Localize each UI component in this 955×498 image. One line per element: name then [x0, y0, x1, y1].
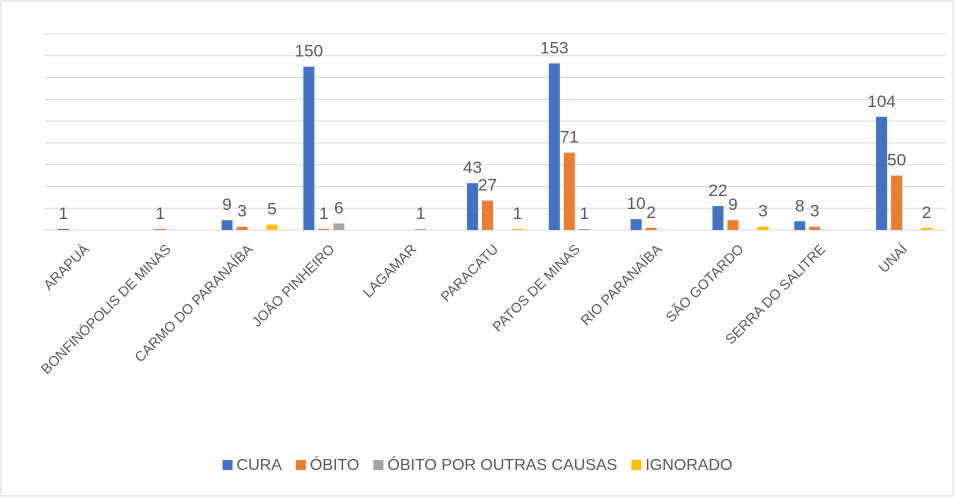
data-label: 3: [758, 202, 767, 221]
bar: [512, 228, 523, 230]
data-label: 10: [627, 194, 646, 213]
legend-label: ÓBITO POR OUTRAS CAUSAS: [387, 455, 617, 474]
bar: [876, 116, 888, 230]
data-label: 104: [867, 92, 895, 111]
data-label: 3: [237, 202, 246, 221]
data-label: 1: [416, 204, 425, 223]
legend-swatch: [631, 460, 642, 470]
bar: [333, 223, 345, 230]
data-label: 1: [155, 204, 164, 223]
data-label: 1: [59, 204, 68, 223]
data-label: 150: [295, 42, 323, 61]
data-label: 27: [478, 176, 497, 195]
bar: [467, 183, 478, 230]
data-label: 9: [222, 195, 231, 214]
bar: [303, 66, 315, 231]
bar: [154, 228, 166, 230]
bar: [891, 175, 903, 230]
bar: [921, 227, 933, 230]
legend-label: CURA: [237, 457, 283, 474]
data-label: 50: [887, 151, 906, 170]
data-label: 2: [646, 203, 655, 222]
data-label: 71: [560, 128, 579, 147]
bar: [318, 228, 330, 230]
bar: [794, 221, 806, 230]
data-label: 2: [922, 203, 931, 222]
data-label: 9: [728, 195, 737, 214]
bar: [548, 63, 560, 231]
data-label: 5: [267, 200, 276, 219]
data-label: 43: [463, 158, 482, 177]
bar: [266, 224, 278, 230]
data-label: 1: [319, 204, 328, 223]
bar: [809, 226, 821, 230]
data-label: 22: [708, 181, 727, 200]
legend-swatch: [222, 460, 233, 470]
bar: [727, 220, 739, 230]
bar: [563, 152, 575, 230]
data-label: 6: [334, 198, 343, 217]
bar: [221, 220, 233, 230]
bar: [645, 227, 657, 230]
bar: [630, 219, 642, 230]
data-label: 8: [795, 196, 804, 215]
data-label: 153: [540, 38, 568, 57]
data-label: 1: [580, 204, 589, 223]
bar: [578, 228, 590, 230]
bar: [712, 206, 724, 230]
legend-swatch: [295, 460, 306, 470]
data-label: 1: [513, 204, 522, 223]
bar: [57, 228, 69, 230]
bar: [415, 228, 427, 230]
legend-label: ÓBITO: [310, 455, 360, 474]
legend-label: IGNORADO: [645, 457, 732, 474]
bar: [757, 226, 769, 230]
bar: [482, 200, 493, 230]
data-label: 3: [810, 202, 819, 221]
bar: [236, 226, 248, 230]
legend-swatch: [373, 460, 384, 470]
